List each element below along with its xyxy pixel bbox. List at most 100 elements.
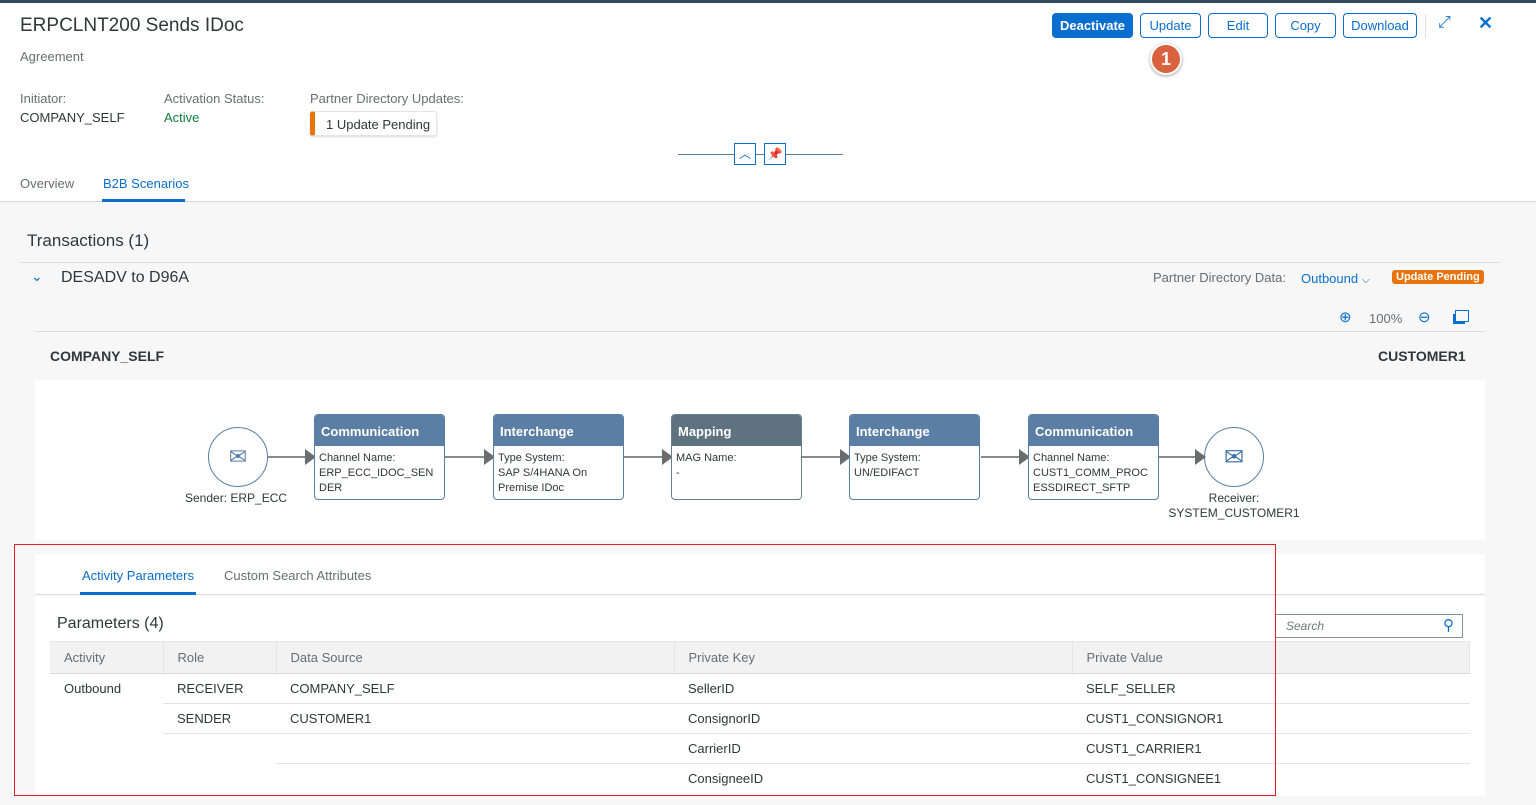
pd-updates-label: Partner Directory Updates: (310, 91, 464, 106)
status-badge: Update Pending (1392, 270, 1484, 284)
tab-b2b-scenarios[interactable]: B2B Scenarios (103, 176, 189, 191)
step-badge: 1 (1150, 43, 1182, 75)
search-input[interactable]: Search ⚲ (1275, 614, 1463, 638)
flow-node-mapping[interactable]: Mapping MAG Name: - (671, 414, 802, 500)
table-cell (276, 733, 674, 764)
column-header[interactable]: Private Key (674, 641, 1073, 674)
column-header[interactable]: Role (163, 641, 277, 674)
tab-indicator (80, 592, 196, 595)
tab-overview[interactable]: Overview (20, 176, 75, 191)
flow-arrow (981, 449, 1030, 465)
node-key: Channel Name: (1033, 452, 1110, 464)
parameters-title: Parameters (4) (57, 615, 164, 632)
divider (20, 262, 1500, 263)
zoom-out-icon[interactable]: ⊖ (1418, 309, 1431, 326)
copy-button[interactable]: Copy (1275, 13, 1336, 38)
activation-status-label: Activation Status: (164, 91, 265, 106)
table-cell: CUSTOMER1 (276, 703, 674, 734)
collapse-header-icon[interactable]: ︿ (734, 143, 756, 165)
flow-arrow (1159, 449, 1206, 465)
page-title: ERPCLNT200 Sends IDoc (20, 15, 244, 36)
transactions-title: Transactions (1) (27, 231, 150, 250)
params-tabbar (35, 554, 1485, 595)
node-key: MAG Name: (676, 452, 737, 464)
node-key: Type System: (498, 452, 565, 464)
flow-node-communication[interactable]: Communication Channel Name: CUST1_COMM_PRO… (1028, 414, 1159, 500)
pd-data-label: Partner Directory Data: (1153, 270, 1286, 285)
table-cell: ConsigneeID (688, 771, 764, 787)
node-title: Mapping (672, 415, 801, 446)
receiver-label: Receiver: SYSTEM_CUSTOMER1 (1168, 491, 1300, 520)
receiver-node[interactable]: ✉ (1204, 427, 1264, 487)
table-cell: CUST1_CONSIGNOR1 (1072, 703, 1470, 734)
chevron-down-icon: ⌵ (1361, 274, 1371, 286)
flow-node-interchange[interactable]: Interchange Type System: UN/EDIFACT (849, 414, 980, 500)
table-cell: RECEIVER (163, 673, 276, 704)
envelope-icon: ✉ (228, 444, 248, 469)
table-cell: Outbound (64, 681, 122, 697)
chevron-down-icon[interactable]: ⌄ (31, 268, 43, 284)
tab-custom-search-attributes[interactable]: Custom Search Attributes (224, 568, 372, 583)
column-header[interactable]: Data Source (276, 641, 675, 674)
tab-indicator (102, 199, 185, 202)
highlight-box (14, 544, 1276, 796)
flow-arrow (445, 449, 495, 465)
flow-arrow (802, 449, 851, 465)
zoom-level: 100% (1369, 311, 1403, 326)
transaction-item-title[interactable]: DESADV to D96A (61, 269, 190, 286)
top-bar (0, 0, 1536, 3)
table-row[interactable]: Outbound RECEIVER COMPANY_SELF SellerID SELF… (50, 673, 1470, 704)
download-button[interactable]: Download (1343, 13, 1417, 38)
table-row[interactable]: SENDER CUSTOMER1 ConsignorID CUST1_CONSIGNO… (50, 703, 1470, 734)
initiator-party: COMPANY_SELF (50, 348, 165, 364)
pin-icon[interactable]: 📌 (764, 143, 786, 165)
activation-status-value: Active (164, 110, 200, 125)
tab-activity-parameters[interactable]: Activity Parameters (82, 568, 194, 583)
pd-data-select[interactable]: Outbound ⌵ (1301, 271, 1370, 287)
table-cell: SENDER (163, 703, 276, 734)
sender-label: Sender: ERP_ECC (185, 491, 288, 505)
sender-node[interactable]: ✉ (208, 427, 268, 487)
table-row[interactable]: ConsigneeID CUST1_CONSIGNEE1 (50, 764, 1470, 794)
table-cell: ConsignorID (674, 703, 1072, 734)
fullscreen-icon[interactable]: ⤢ (1438, 14, 1451, 31)
header-divider (678, 154, 843, 155)
update-button[interactable]: Update (1140, 13, 1201, 38)
deactivate-button[interactable]: Deactivate (1052, 13, 1133, 38)
column-header[interactable]: Activity (50, 641, 164, 674)
column-header[interactable]: Private Value (1072, 641, 1470, 674)
initiator-value: COMPANY_SELF (20, 110, 125, 125)
node-title: Communication (1029, 415, 1158, 446)
table-cell: COMPANY_SELF (276, 673, 674, 704)
edit-button[interactable]: Edit (1208, 13, 1268, 38)
node-title: Interchange (850, 415, 979, 446)
table-cell: CUST1_CARRIER1 (1072, 733, 1470, 764)
node-value: CUST1_COMM_PROCESSDIRECT_SFTP (1033, 467, 1148, 494)
table-cell: SellerID (674, 673, 1072, 704)
parameters-table: Activity Role Data Source Private Key Pr… (50, 641, 1470, 794)
flow-node-communication[interactable]: Communication Channel Name: ERP_ECC_IDOC_S… (314, 414, 445, 500)
node-title: Interchange (494, 415, 623, 446)
page-subtitle: Agreement (20, 49, 84, 64)
node-value: ERP_ECC_IDOC_SENDER (319, 467, 434, 494)
partner-party: CUSTOMER1 (1378, 348, 1466, 364)
close-icon[interactable]: ✕ (1478, 13, 1494, 33)
search-icon[interactable]: ⚲ (1443, 617, 1454, 634)
node-key: Type System: (854, 452, 921, 464)
pd-updates-status[interactable]: 1 Update Pending (310, 111, 438, 136)
node-value: - (676, 467, 680, 479)
divider (35, 331, 1485, 332)
node-value: SAP S/4HANA On Premise IDoc (498, 467, 588, 494)
flow-node-interchange[interactable]: Interchange Type System: SAP S/4HANA On Pr… (493, 414, 624, 500)
pd-data-value: Outbound (1301, 271, 1359, 286)
divider (1425, 14, 1426, 38)
zoom-in-icon[interactable]: ⊕ (1339, 309, 1352, 326)
table-cell: CUST1_CONSIGNEE1 (1086, 771, 1222, 787)
node-value: UN/EDIFACT (854, 467, 920, 479)
table-row[interactable]: CarrierID CUST1_CARRIER1 (50, 733, 1470, 764)
flow-arrow (624, 449, 673, 465)
search-placeholder: Search (1286, 619, 1325, 633)
table-cell: SELF_SELLER (1072, 673, 1470, 704)
fit-to-screen-icon[interactable] (1455, 310, 1469, 322)
envelope-icon: ✉ (1223, 443, 1245, 471)
